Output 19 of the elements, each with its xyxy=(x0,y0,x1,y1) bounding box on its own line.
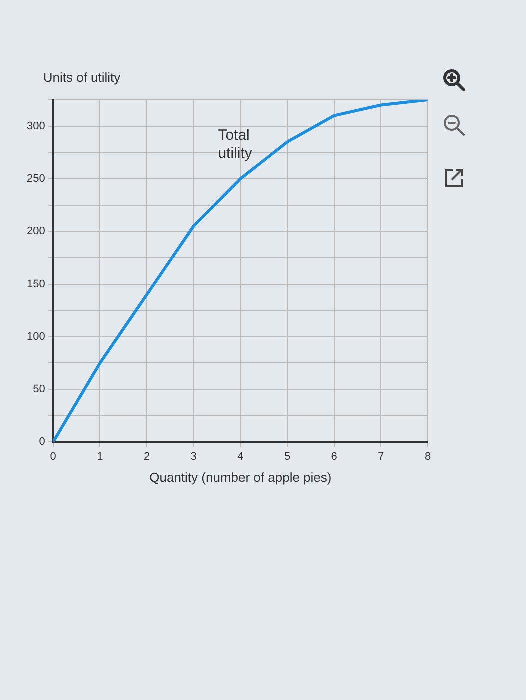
x-tick-label: 3 xyxy=(190,450,197,463)
x-tick-label: 4 xyxy=(238,450,244,463)
y-tick-label: 150 xyxy=(26,278,46,290)
y-tick-label: 100 xyxy=(26,330,46,343)
x-tick-label: 8 xyxy=(424,450,432,463)
y-tick-label: 300 xyxy=(26,120,46,132)
y-tick-label: 0 xyxy=(39,436,46,448)
x-axis-title: Quantity (number of apple pies) xyxy=(150,470,332,485)
x-tick-label: 1 xyxy=(97,450,104,463)
y-tick-label: 50 xyxy=(33,384,46,396)
x-tick-label: 7 xyxy=(378,450,384,463)
y-tick-label: 200 xyxy=(26,226,46,238)
x-tick-label: 6 xyxy=(331,450,338,463)
x-tick-label: 5 xyxy=(284,450,291,463)
y-axis-title: Units of utility xyxy=(43,70,122,85)
x-tick-label: 2 xyxy=(144,450,150,463)
x-tick-label: 0 xyxy=(50,450,56,463)
y-tick-label: 250 xyxy=(26,173,46,185)
annotation: Total utility xyxy=(218,127,253,162)
